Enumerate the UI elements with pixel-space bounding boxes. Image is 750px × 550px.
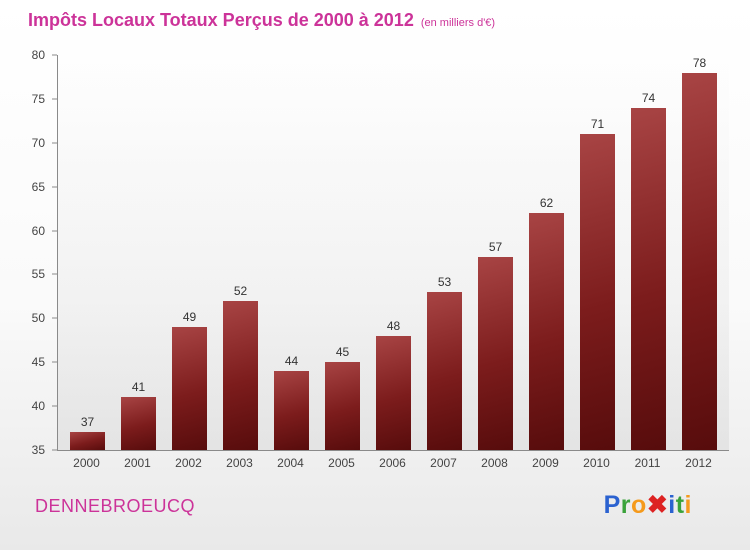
bar-slot: 57 <box>470 55 521 450</box>
logo-letter: ✖ <box>646 491 669 519</box>
x-tick-label: 2011 <box>634 456 661 470</box>
bar-2004 <box>273 371 310 450</box>
bar-value-label: 78 <box>692 55 707 70</box>
bar-value-label: 74 <box>641 90 656 105</box>
bar-value-label: 71 <box>590 117 605 131</box>
y-tick-label: 45 <box>31 355 45 370</box>
x-tick-label: 2008 <box>481 456 508 470</box>
x-tick-label: 2009 <box>532 456 559 470</box>
bar-value-label: 37 <box>80 415 95 430</box>
bar-slot: 41 <box>113 55 164 450</box>
bar-2001 <box>120 397 157 450</box>
x-tick-label: 2003 <box>226 456 253 470</box>
bar-slot: 53 <box>419 55 470 450</box>
bar-value-label: 52 <box>233 283 248 298</box>
y-tick-mark <box>52 405 57 407</box>
bar-2009 <box>528 213 565 450</box>
y-tick-mark <box>52 449 57 451</box>
logo-letter: o <box>631 491 647 519</box>
logo-letter: r <box>620 491 632 519</box>
bar-2012 <box>681 72 718 450</box>
x-tick-label: 2001 <box>124 456 151 470</box>
y-axis: 35 40 45 50 55 60 65 70 75 80 <box>0 48 57 457</box>
bar-2007 <box>426 292 463 450</box>
bar-slot: 62 <box>521 55 572 450</box>
y-tick-label: 55 <box>31 267 45 282</box>
x-tick-label: 2007 <box>430 456 457 470</box>
x-tick-label: 2010 <box>583 456 610 470</box>
chart-subtitle: (en milliers d'€) <box>420 17 496 29</box>
bar-slot: 49 <box>164 55 215 450</box>
y-tick-mark <box>52 361 57 363</box>
y-tick-mark <box>52 142 57 144</box>
x-tick-label: 2005 <box>328 456 355 470</box>
bar-slot: 74 <box>623 55 674 450</box>
y-tick-mark <box>52 317 57 319</box>
bar-value-label: 57 <box>488 239 503 254</box>
plot-area: 37 41 49 52 44 45 48 53 57 62 71 74 78 <box>57 55 729 451</box>
x-tick-label: 2000 <box>73 456 100 470</box>
x-tick-label: 2002 <box>175 456 202 470</box>
bar-slot: 37 <box>62 55 113 450</box>
bar-slot: 45 <box>317 55 368 450</box>
bar-value-label: 44 <box>284 354 299 368</box>
y-tick-mark <box>52 186 57 188</box>
bar-value-label: 45 <box>335 345 350 360</box>
bar-2008 <box>477 256 514 450</box>
y-tick-label: 65 <box>31 179 45 194</box>
y-tick-mark <box>52 273 57 275</box>
y-tick-mark <box>52 230 57 232</box>
commune-name: DENNEBROEUCQ <box>35 496 196 516</box>
bar-slot: 71 <box>572 55 623 450</box>
bar-2000 <box>69 432 106 450</box>
bar-2003 <box>222 300 259 450</box>
y-tick-label: 40 <box>31 399 45 414</box>
bar-2006 <box>375 335 412 450</box>
y-tick-label: 35 <box>31 443 45 457</box>
y-tick-label: 70 <box>31 135 45 150</box>
bar-2005 <box>324 362 361 450</box>
bar-value-label: 48 <box>386 318 401 333</box>
chart-header: Impôts Locaux Totaux Perçus de 2000 à 20… <box>28 10 495 31</box>
bar-value-label: 62 <box>539 196 554 210</box>
logo-letter: i <box>668 491 676 519</box>
y-tick-mark <box>52 98 57 100</box>
bar-value-label: 41 <box>131 380 146 395</box>
logo-letter: i <box>684 491 692 519</box>
x-axis: 2000 2001 2002 2003 2004 2005 2006 2007 2008 2009… <box>57 456 728 470</box>
x-tick-label: 2006 <box>379 456 406 470</box>
bar-slot: 78 <box>674 55 725 450</box>
logo-letter: t <box>675 491 685 519</box>
bar-slot: 52 <box>215 55 266 450</box>
bar-2010 <box>579 134 616 450</box>
bar-value-label: 49 <box>182 310 197 325</box>
chart-title: Impôts Locaux Totaux Perçus de 2000 à 20… <box>28 10 414 30</box>
bar-2002 <box>171 327 208 450</box>
y-tick-mark <box>52 54 57 56</box>
x-tick-label: 2012 <box>685 456 712 470</box>
proxiti-logo: Pro✖iti <box>604 490 692 520</box>
x-tick-label: 2004 <box>277 456 304 470</box>
logo-letter: P <box>603 491 621 519</box>
bar-slot: 48 <box>368 55 419 450</box>
bar-slot: 44 <box>266 55 317 450</box>
y-tick-label: 75 <box>31 91 45 106</box>
bar-2011 <box>630 107 667 450</box>
y-tick-label: 60 <box>31 223 45 238</box>
bar-series: 37 41 49 52 44 45 48 53 57 62 71 74 78 <box>58 55 729 450</box>
y-tick-label: 80 <box>31 48 45 62</box>
bar-value-label: 53 <box>437 275 452 289</box>
y-tick-label: 50 <box>31 311 45 326</box>
